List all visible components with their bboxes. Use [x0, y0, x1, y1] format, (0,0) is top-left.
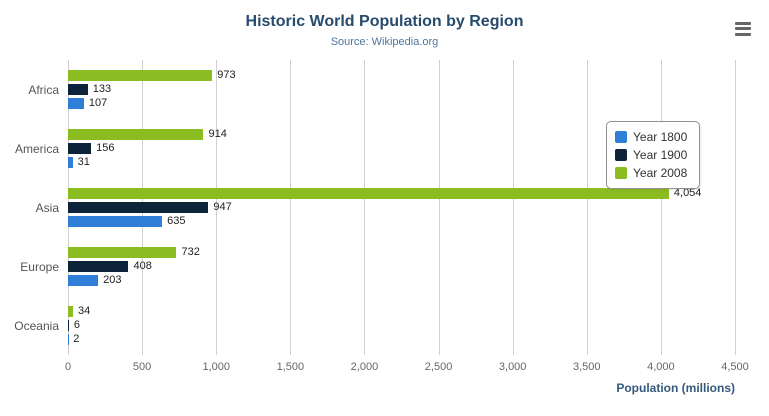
bar-year-1900[interactable] [68, 202, 209, 213]
bar-year-2008[interactable] [68, 247, 177, 258]
bar-line: 408 [68, 261, 735, 272]
x-tick-label: 2,500 [424, 361, 453, 373]
bar-year-1900[interactable] [68, 143, 92, 154]
legend-item-year-1800[interactable]: Year 1800 [615, 129, 687, 145]
bar-year-2008[interactable] [68, 70, 213, 81]
gridline [586, 60, 588, 355]
category-row: Europe 732 408 203 [20, 237, 735, 296]
bar-year-2008[interactable] [68, 188, 669, 199]
legend-label: Year 2008 [633, 166, 688, 180]
data-label: 4,054 [673, 187, 702, 199]
legend: Year 1800 Year 1900 Year 2008 [606, 121, 701, 189]
bar-line: 947 [68, 202, 735, 213]
bar-line: 34 [68, 306, 735, 317]
bar-line: 635 [68, 216, 735, 227]
hamburger-icon [732, 21, 754, 36]
x-tick-label: 3,500 [573, 361, 601, 373]
plot-area: Africa 973 133 107 America 914 156 31 Asia 4,054 9… [14, 60, 736, 355]
data-label: 31 [77, 156, 90, 168]
bar-year-2008[interactable] [68, 129, 204, 140]
gridline [735, 60, 736, 355]
x-tick-label: 0 [64, 361, 72, 373]
category-row: Africa 973 133 107 [28, 60, 735, 119]
x-tick-label: 2,000 [350, 361, 379, 373]
bar-line: 973 [68, 70, 735, 81]
category-label: Europe [20, 259, 59, 274]
bar-line: 31 [68, 157, 735, 168]
category-label: America [14, 141, 59, 156]
category-label: Asia [35, 200, 59, 215]
bar-year-2008[interactable] [68, 306, 74, 317]
bar-line: 156 [68, 143, 735, 154]
category-row: Oceania 34 6 2 [14, 296, 735, 355]
bar-line: 732 [68, 247, 735, 258]
bar-year-1800[interactable] [68, 216, 163, 227]
x-tick-label: 1,000 [202, 361, 230, 373]
x-tick-label: 3,000 [498, 361, 527, 373]
legend-swatch [615, 131, 627, 143]
x-tick-label: 1,500 [276, 361, 305, 373]
gridline [290, 60, 292, 355]
bar-line: 6 [68, 320, 735, 331]
gridline [216, 60, 218, 355]
bar-line: 2 [68, 334, 735, 345]
data-label: 156 [96, 142, 115, 154]
bar-year-1800[interactable] [68, 98, 84, 109]
x-axis-title: Population (millions) [616, 381, 735, 395]
bar-year-1800[interactable] [68, 275, 99, 286]
data-label: 107 [88, 97, 108, 109]
bar-line: 914 [68, 129, 735, 140]
legend-label: Year 1800 [633, 130, 688, 144]
data-label: 635 [167, 215, 186, 227]
category-row: Asia 4,054 947 635 [36, 178, 735, 237]
data-label: 408 [133, 260, 152, 272]
x-axis-tick-labels: 0 500 1,000 1,500 2,000 2,500 3,000 3,500 4,000 4… [64, 361, 749, 375]
chart-title: Historic World Population by Region [245, 13, 524, 30]
gridline [364, 60, 366, 355]
x-tick-label: 500 [132, 361, 152, 373]
legend-swatch [615, 149, 627, 161]
data-label: 203 [103, 274, 122, 286]
bar-rows: Africa 973 133 107 America 914 156 31 Asia 4,054 9… [14, 60, 735, 355]
legend-item-year-2008[interactable]: Year 2008 [615, 165, 687, 181]
legend-swatch [615, 167, 627, 179]
legend-label: Year 1900 [633, 148, 688, 162]
bar-year-1900[interactable] [68, 320, 69, 331]
data-label: 34 [78, 305, 91, 317]
category-row: America 914 156 31 [15, 119, 735, 178]
data-label: 2 [73, 333, 80, 345]
data-label: 133 [92, 83, 112, 95]
x-tick-label: 4,500 [721, 361, 749, 373]
category-label: Africa [28, 82, 59, 97]
gridline [438, 60, 440, 355]
bar-line: 133 [68, 84, 735, 95]
gridline [512, 60, 514, 355]
bar-year-1900[interactable] [68, 261, 129, 272]
bar-year-1800[interactable] [68, 157, 73, 168]
bar-line: 107 [68, 98, 735, 109]
x-tick-label: 4,000 [647, 361, 675, 373]
data-label: 973 [217, 69, 236, 81]
category-label: Oceania [14, 318, 59, 333]
bar-line: 4,054 [68, 188, 735, 199]
data-label: 6 [73, 319, 80, 331]
chart-subtitle: Source: Wikipedia.org [330, 36, 439, 48]
bar-year-1900[interactable] [68, 84, 88, 95]
bar-line: 203 [68, 275, 735, 286]
data-label: 732 [181, 246, 200, 258]
data-label: 914 [208, 128, 227, 140]
legend-item-year-1900[interactable]: Year 1900 [615, 147, 687, 163]
data-label: 947 [213, 201, 232, 213]
gridline [660, 60, 662, 355]
export-menu-button[interactable] [729, 16, 757, 40]
